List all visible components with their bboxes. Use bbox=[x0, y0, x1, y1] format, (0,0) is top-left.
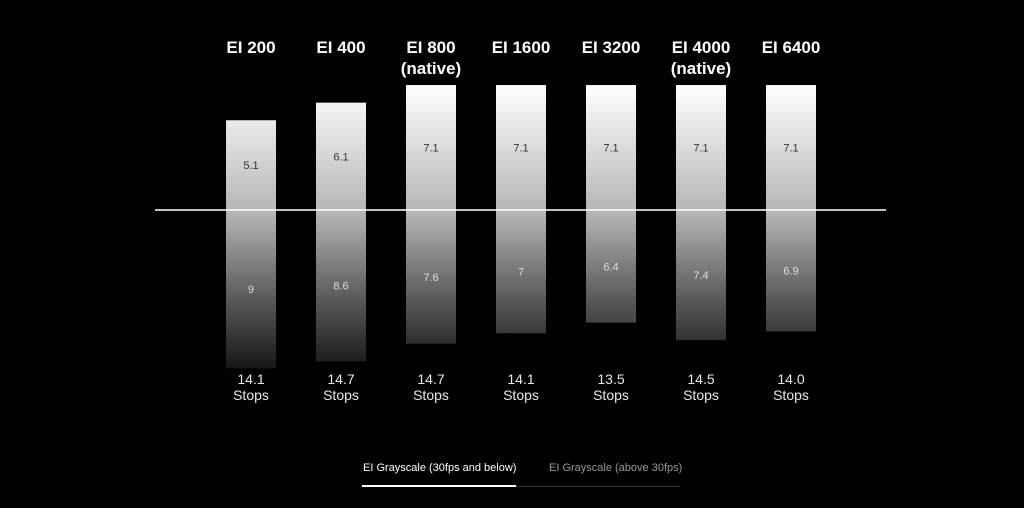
bar-lower-value: 7 bbox=[518, 267, 524, 279]
bar-0 bbox=[226, 120, 276, 369]
column-title: EI 6400 bbox=[762, 38, 821, 57]
bar-3 bbox=[496, 85, 546, 334]
bar-lower-value: 9 bbox=[248, 284, 254, 296]
total-stops-value: 14.7 bbox=[327, 371, 354, 387]
total-stops-value: 14.7 bbox=[417, 371, 444, 387]
column-title: EI 200 bbox=[226, 38, 275, 57]
bar-1 bbox=[316, 102, 366, 362]
column-subtitle: (native) bbox=[671, 59, 731, 78]
bar-upper-value: 7.1 bbox=[423, 143, 438, 155]
bar-lower-value: 7.4 bbox=[693, 270, 708, 282]
bar-upper-value: 7.1 bbox=[513, 143, 528, 155]
active-tab-indicator bbox=[362, 485, 516, 487]
total-stops-unit: Stops bbox=[323, 387, 359, 403]
column-title: EI 400 bbox=[316, 38, 365, 57]
total-stops-unit: Stops bbox=[593, 387, 629, 403]
bar-2 bbox=[406, 85, 456, 344]
total-stops-unit: Stops bbox=[773, 387, 809, 403]
bar-4 bbox=[586, 85, 636, 323]
tab-above-30fps[interactable]: EI Grayscale (above 30fps) bbox=[549, 462, 683, 474]
total-stops-unit: Stops bbox=[233, 387, 269, 403]
bar-upper-value: 6.1 bbox=[333, 151, 348, 163]
bar-upper-value: 7.1 bbox=[693, 143, 708, 155]
column-title: EI 1600 bbox=[492, 38, 551, 57]
column-title: EI 800 bbox=[406, 38, 455, 57]
total-stops-unit: Stops bbox=[413, 387, 449, 403]
column-subtitle: (native) bbox=[401, 59, 461, 78]
bar-5 bbox=[676, 85, 726, 341]
bar-upper-value: 5.1 bbox=[243, 160, 258, 172]
total-stops-value: 14.1 bbox=[507, 371, 534, 387]
bar-upper-value: 7.1 bbox=[783, 143, 798, 155]
bar-upper-value: 7.1 bbox=[603, 143, 618, 155]
bar-lower-value: 6.4 bbox=[603, 261, 618, 273]
total-stops-value: 14.1 bbox=[237, 371, 264, 387]
bar-lower-value: 7.6 bbox=[423, 272, 438, 284]
total-stops-value: 13.5 bbox=[597, 371, 624, 387]
mode-tabs: EI Grayscale (30fps and below) EI Graysc… bbox=[362, 456, 683, 487]
total-stops-value: 14.5 bbox=[687, 371, 714, 387]
column-title: EI 3200 bbox=[582, 38, 641, 57]
bar-lower-value: 8.6 bbox=[333, 281, 348, 293]
bar-6 bbox=[766, 85, 816, 332]
total-stops-unit: Stops bbox=[503, 387, 539, 403]
total-stops-value: 14.0 bbox=[777, 371, 804, 387]
total-stops-unit: Stops bbox=[683, 387, 719, 403]
tab-30fps-and-below[interactable]: EI Grayscale (30fps and below) bbox=[363, 462, 517, 474]
bar-lower-value: 6.9 bbox=[783, 266, 798, 278]
column-title: EI 4000 bbox=[672, 38, 731, 57]
